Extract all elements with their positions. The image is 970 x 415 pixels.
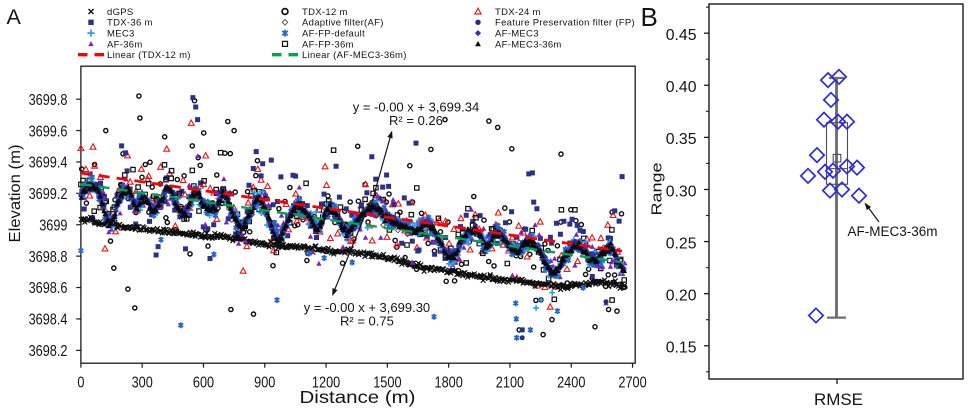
panel-a-frame [80,65,636,364]
y-tick-label: 3699 [39,217,67,234]
legend-item-af: Adaptive filter(AF) [281,18,384,29]
y-tick-label: 0.20 [666,287,697,304]
fit-equation-tdx12-line1: y = -0.00 x + 3,699.34 [353,99,479,114]
legend-label-af36: AF-36m [107,39,143,50]
box [825,122,849,185]
rmse-axis-title: RMSE [814,391,863,409]
legend-marker-dgps [88,8,94,15]
legend-label-lin_green: Linear (AF-MEC3-36m) [302,50,407,61]
legend-marker-affp36 [281,40,289,47]
annotation-arrow-1 [332,199,372,294]
legend-item-dgps: dGPS [88,7,134,18]
legend-item-mec3: MEC3 [87,29,134,40]
legend-marker-af36 [88,41,94,47]
legend-label-af: Adaptive filter(AF) [302,18,384,29]
fit-equation-afmec336-line1: y = -0.00 x + 3,699.30 [304,300,430,315]
legend-item-fp: Feature Preservation filter (FP) [475,18,635,29]
panel-b-frame [708,3,964,380]
legend-marker-afmec3 [474,30,482,37]
series-tdx36 [79,95,625,333]
fit-equation-afmec336-line2: R² = 0.75 [340,313,394,328]
legend-label-mec3: MEC3 [107,29,135,40]
legend-item-afmec336: AF-MEC3-36m [475,39,562,50]
panel-a-axes: 0 300 600 900 1200 1500 1800 2100 2400 2700 3698.2… [29,92,647,392]
legend-item-tdx24: TDX-24 m [473,6,541,18]
panel-b: 0.15 0.20 0.25 0.30 0.35 0.40 0.45 [666,3,964,384]
trendline-1 [80,182,623,264]
x-tick-label: 1800 [435,375,464,392]
legend-marker-mec3 [87,29,95,37]
panel-a: 0 300 600 900 1200 1500 1800 2100 2400 2700 3698.2… [29,65,647,392]
y-tick-label: 0.40 [666,79,697,96]
x-tick-label: 900 [254,375,275,392]
y-tick-label: 3698.2 [29,343,68,360]
panel-b-label: B [641,2,658,32]
y-tick-label: 0.30 [666,183,697,200]
annotation-arrow-1-head [332,288,338,296]
legend-item-af36: AF-36m [88,39,142,50]
panel-a-label: A [7,5,22,29]
annotation-arrow-0-head [387,130,393,139]
legend-item-lin_red: Linear (TDX-12 m) [78,50,191,61]
x-tick-label: 1500 [373,375,402,392]
y-tick-label: 3698.6 [29,280,68,297]
legend-marker-afmec336 [475,40,481,47]
mean-marker [832,153,842,163]
y-tick-label: 3699.4 [29,155,68,172]
legend-item-tdx12: TDX-12 m [281,7,348,18]
legend-label-dgps: dGPS [107,7,134,18]
panel-b-axes: 0.15 0.20 0.25 0.30 0.35 0.40 0.45 [666,6,838,384]
legend-label-tdx36: TDX-36 m [107,18,153,29]
distance-axis-title: Distance (m) [300,387,416,407]
y-tick-label: 3699.2 [29,186,68,203]
x-tick-label: 300 [132,375,153,392]
elevation-axis-title: Elevation (m) [7,145,24,243]
legend-label-affp36: AF-FP-36m [302,39,354,50]
y-tick-label: 0.15 [666,340,697,357]
legend-label-affpdef: AF-FP-default [302,29,365,40]
y-tick-label: 3698.8 [29,249,68,266]
legend-marker-af [281,18,289,26]
range-axis-title: Range [649,163,666,216]
legend-label-tdx12: TDX-12 m [302,7,348,18]
x-tick-label: 2100 [496,375,525,392]
legend-label-tdx24: TDX-24 m [495,7,541,18]
boxplot-point-annotation: AF-MEC3-36m [848,224,938,239]
legend-label-afmec336: AF-MEC3-36m [495,39,562,50]
x-tick-label: 0 [77,375,84,392]
x-tick-label: 2700 [618,375,647,392]
fit-equation-tdx12-line2: R² = 0.26 [389,113,443,128]
legend-marker-fp [475,19,481,26]
legend-item-tdx36: TDX-36 m [88,18,152,29]
legend-label-fp: Feature Preservation filter (FP) [495,18,635,29]
x-tick-label: 2400 [557,375,586,392]
legend-label-lin_red: Linear (TDX-12 m) [107,50,191,61]
legend-marker-affpdef [281,29,289,37]
y-tick-label: 3698.4 [29,312,68,329]
y-tick-label: 3699.8 [29,92,68,109]
series-dgps [78,214,628,293]
y-tick-label: 0.25 [666,235,697,252]
panel-b-annotation-arrow-head [864,202,872,211]
legend-marker-tdx36 [88,19,94,25]
legend-item-lin_green: Linear (AF-MEC3-36m) [272,50,407,61]
legend-item-affp36: AF-FP-36m [281,39,354,50]
trendline-0 [80,171,623,253]
legend-item-affpdef: AF-FP-default [281,29,365,40]
legend-marker-tdx12 [281,7,289,16]
annotation-arrow-0 [369,133,392,210]
x-tick-label: 1200 [312,375,341,392]
legend-marker-tdx24 [473,6,483,15]
x-tick-label: 600 [193,375,214,392]
y-tick-label: 3699.6 [29,123,68,140]
y-tick-label: 0.35 [666,131,697,148]
legend-item-afmec3: AF-MEC3 [474,29,539,40]
y-tick-label: 0.45 [666,27,697,44]
rmse-range-points [799,68,868,324]
series-afmec3 [78,182,627,277]
legend-label-afmec3: AF-MEC3 [495,29,539,40]
